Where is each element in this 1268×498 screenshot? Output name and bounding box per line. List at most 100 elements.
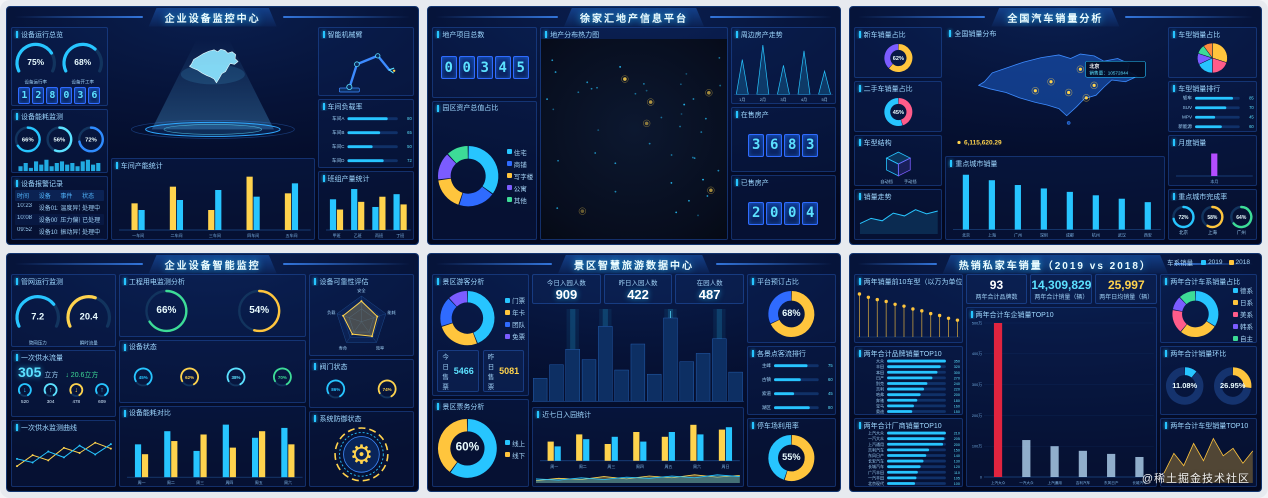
chart-legend: 门票 年卡 团队 免票 [502, 286, 528, 350]
box-title-text: 各景点客流排行 [756, 350, 806, 358]
svg-text:效率: 效率 [376, 344, 384, 351]
svg-text:3月: 3月 [780, 97, 786, 102]
box-title: 地产项目总数 [433, 28, 536, 39]
svg-text:220: 220 [953, 388, 959, 392]
svg-text:320: 320 [953, 365, 959, 369]
box-title-accent [322, 175, 325, 182]
svg-text:车间A: 车间A [332, 115, 345, 122]
today-visitors-card: 今日入园人数 909 [532, 274, 601, 304]
svg-text:设备运行率: 设备运行率 [24, 78, 47, 85]
table-row: 09:36设备045能耗超标已处理 [15, 238, 104, 239]
box-title-accent [751, 350, 754, 357]
card-label: 昨日入园人数 [618, 279, 658, 287]
legend-item[interactable]: 2018 [1228, 259, 1250, 266]
header-line-left [15, 263, 143, 265]
flow-area-chart [533, 470, 743, 486]
box-title-accent [1173, 31, 1176, 38]
svg-text:↑: ↑ [100, 388, 104, 395]
svg-text:60: 60 [1249, 124, 1254, 129]
box-title-accent [858, 139, 861, 146]
svg-text:甲班: 甲班 [332, 232, 340, 238]
svg-text:26.95%: 26.95% [1220, 381, 1246, 390]
visitor-analysis-box: 景区游客分析 门票 年卡 团队 免票 今日售票 5466 昨日售票 5081 [432, 274, 530, 397]
box-title-accent [858, 85, 861, 92]
chart-canvas [859, 209, 938, 234]
svg-text:大众: 大众 [876, 358, 884, 364]
box-title: 车间负载率 [319, 100, 414, 111]
structure-box: 车型结构 自动挡 手动挡 [853, 135, 943, 186]
svg-text:车间B: 车间B [332, 129, 344, 136]
svg-text:周六: 周六 [693, 463, 701, 469]
china-map-box: 全国销量分布 北京 销售量：10572844 6,115,620.29 [945, 27, 1165, 153]
box-title-text: 班组产量统计 [327, 175, 370, 183]
svg-text:本田: 本田 [876, 369, 884, 375]
box-title-text: 全国销量分布 [954, 30, 997, 38]
year-legend: 车系销量 2019 2018 [1167, 257, 1253, 268]
digit-cell: 3 [476, 56, 493, 80]
box-title: 近七日入园统计 [533, 408, 743, 419]
left-column: 管网运行监测 7.2 管网压力 20.4 瞬时流量 一次供水流量 305 立方 ↓ … [11, 274, 116, 488]
box-title-text: 已售房产 [740, 179, 769, 187]
box-title-text: 设备报警记录 [21, 180, 63, 188]
ticket-chips: 今日售票 5466 昨日售票 5081 [433, 350, 528, 395]
svg-text:周二: 周二 [167, 479, 175, 485]
svg-text:周日: 周日 [722, 463, 730, 469]
svg-text:五车间: 五车间 [285, 232, 297, 238]
svg-text:66%: 66% [22, 138, 35, 144]
box-title-accent [123, 409, 126, 417]
chart-canvas: 周一 周二 周三 周四 周五 周六 周日 [540, 425, 740, 469]
stat-label: 两年合计销量（辆） [1034, 294, 1089, 301]
parking-box: 停车场利用率 55% [746, 418, 836, 487]
chart-canvas: ⚙ [334, 427, 390, 482]
panel-header: 热销私家车销量（2019 vs 2018） 车系销量 2019 2018 [850, 254, 1261, 274]
asset-share-box: 园区资产总值占比 住宅 商铺 写字楼 公寓 其他 [432, 100, 538, 240]
header-line-left [857, 263, 937, 265]
header-line-left [15, 16, 143, 18]
box-title-text: 重点城市销量 [955, 160, 998, 168]
legend-item[interactable]: 2019 [1201, 259, 1223, 266]
legend-item: 团队 [505, 319, 525, 329]
box-title: 景区票务分析 [433, 400, 528, 411]
legend-item: 线上 [505, 438, 525, 448]
box-title: 两年合计厂商销量TOP10 [855, 419, 962, 430]
header-line-right [282, 16, 411, 18]
chart-canvas: 26.95% [1213, 367, 1251, 405]
right-column: 车型销量占比 车型销量排行 轿车 85 SUV 70 MPV 45 新能源 60 月度销量 本… [1168, 27, 1257, 240]
svg-text:54%: 54% [249, 305, 269, 316]
box-title: 一次供水监测曲线 [12, 421, 115, 432]
chart-canvas [1163, 437, 1254, 483]
donut-legend-row: 德系 日系 美系 韩系 自主 [1161, 286, 1256, 342]
chart-canvas: ↓ 520 ↑ 304 ↓ 478 ↑ 609 [17, 383, 109, 404]
svg-text:北京: 北京 [1090, 63, 1100, 70]
svg-text:270: 270 [953, 376, 959, 380]
digit-cell: 8 [784, 133, 801, 157]
svg-text:65: 65 [407, 130, 412, 135]
skyline-box [532, 307, 744, 404]
svg-text:能耗: 能耗 [388, 309, 397, 316]
svg-text:西安: 西安 [1144, 232, 1152, 238]
right-column: 智能机械臂 车间负载率 车间A 80 车间B 65 车间C 50 车间D 72 班组产量统计 … [317, 27, 415, 240]
chart-canvas [532, 309, 744, 402]
center-column: 93 两年合计品牌数 14,309,829 两年合计销量（辆） 25,997 两年日均… [965, 274, 1158, 487]
flow-stat: 305 立方 ↓ 20.6立方 [12, 362, 115, 380]
svg-text:⚙: ⚙ [350, 440, 374, 470]
box-title-text: 智能机械臂 [327, 31, 363, 39]
header-line-left [436, 16, 558, 18]
svg-text:北京现代: 北京现代 [868, 480, 884, 486]
ticket-analysis-box: 景区票务分析 60% 线上 线下 [432, 399, 530, 487]
ticket-donut: 60% [433, 411, 502, 486]
svg-text:130: 130 [953, 460, 959, 464]
svg-text:广州: 广州 [1237, 229, 1246, 236]
svg-text:180: 180 [953, 399, 959, 403]
capacity-bars-chart: 一车间 二车间 三车间 四车间 五车间 [112, 170, 314, 239]
svg-text:瞬时流量: 瞬时流量 [80, 339, 98, 346]
panel-header: 景区智慧旅游数据中心 [428, 254, 839, 274]
svg-text:70%: 70% [278, 375, 287, 380]
box-title-accent [1165, 422, 1168, 429]
workshop-load-hbars: 车间A 80 车间B 65 车间C 50 车间D 72 [319, 111, 414, 167]
